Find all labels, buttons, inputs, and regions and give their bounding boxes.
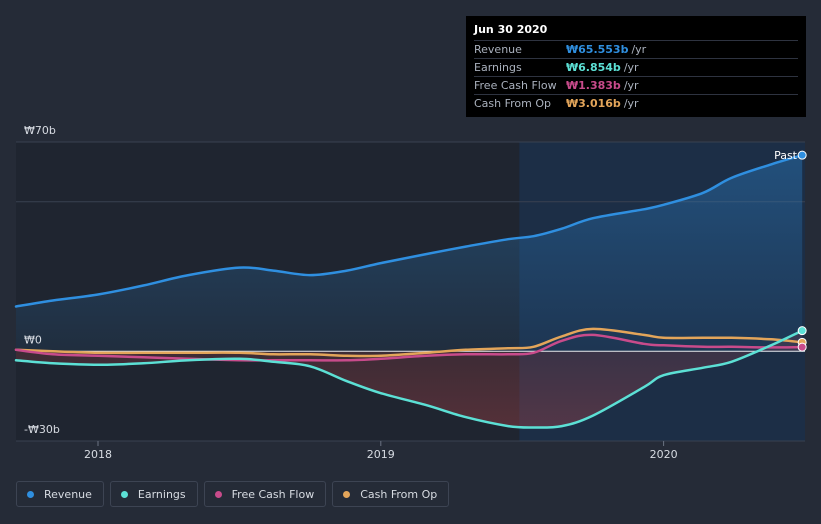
tooltip-row: Cash From Op ₩3.016b/yr — [474, 94, 798, 112]
tooltip-row-label: Earnings — [474, 61, 522, 74]
x-tick-label: 2019 — [367, 448, 395, 461]
legend-dot-icon — [343, 490, 351, 498]
legend-label: Free Cash Flow — [231, 487, 315, 501]
earnings-area — [16, 330, 803, 428]
tooltip-row: Free Cash Flow ₩1.383b/yr — [474, 76, 798, 94]
free-cash-flow-line — [14, 333, 804, 362]
legend-dot-icon — [120, 490, 128, 498]
tooltip-date: Jun 30 2020 — [474, 23, 548, 36]
legend-label: Revenue — [44, 487, 92, 501]
legend: Revenue Earnings Free Cash Flow Cash From O… — [16, 481, 450, 507]
tooltip-row-value: ₩1.383b — [566, 79, 621, 92]
tooltip-row-value: ₩3.016b — [566, 97, 621, 110]
tooltip-row-unit: /yr — [623, 79, 639, 92]
x-tick-label: 2018 — [84, 448, 112, 461]
revenue-line — [14, 153, 804, 308]
y-tick-label: ₩0 — [24, 333, 42, 346]
cash-from-op-line — [14, 327, 804, 358]
legend-item-cash-from-op[interactable]: Cash From Op — [332, 481, 450, 507]
free-cash-flow-endpoint — [797, 342, 807, 352]
legend-item-earnings[interactable]: Earnings — [109, 481, 198, 507]
tooltip-row-value: ₩65.553b — [566, 43, 629, 56]
legend-dot-icon — [27, 490, 34, 498]
earnings-line — [14, 329, 804, 429]
y-tick-label: ₩70b — [24, 124, 56, 137]
tooltip-row: Revenue ₩65.553b/yr — [474, 40, 798, 58]
revenue-endpoint — [797, 150, 807, 160]
x-tick-label: 2020 — [650, 448, 678, 461]
earnings-endpoint — [797, 326, 807, 336]
y-tick-label: -₩30b — [24, 423, 60, 436]
tooltip-row-label: Cash From Op — [474, 97, 552, 110]
tooltip: Jun 30 2020 Revenue ₩65.553b/yr Earnings ₩6… — [466, 16, 806, 117]
tooltip-row-label: Free Cash Flow — [474, 79, 557, 92]
legend-label: Earnings — [137, 487, 186, 501]
legend-item-revenue[interactable]: Revenue — [16, 481, 104, 507]
tooltip-row-unit: /yr — [623, 97, 639, 110]
tooltip-row-unit: /yr — [623, 61, 639, 74]
tooltip-row-unit: /yr — [631, 43, 647, 56]
past-label: Past — [774, 149, 798, 162]
legend-label: Cash From Op — [360, 487, 438, 501]
revenue-area — [16, 155, 803, 352]
legend-item-free-cash-flow[interactable]: Free Cash Flow — [203, 481, 327, 507]
tooltip-row: Earnings ₩6.854b/yr — [474, 58, 798, 76]
legend-dot-icon — [214, 490, 222, 498]
tooltip-row-value: ₩6.854b — [566, 61, 621, 74]
tooltip-row-label: Revenue — [474, 43, 522, 56]
